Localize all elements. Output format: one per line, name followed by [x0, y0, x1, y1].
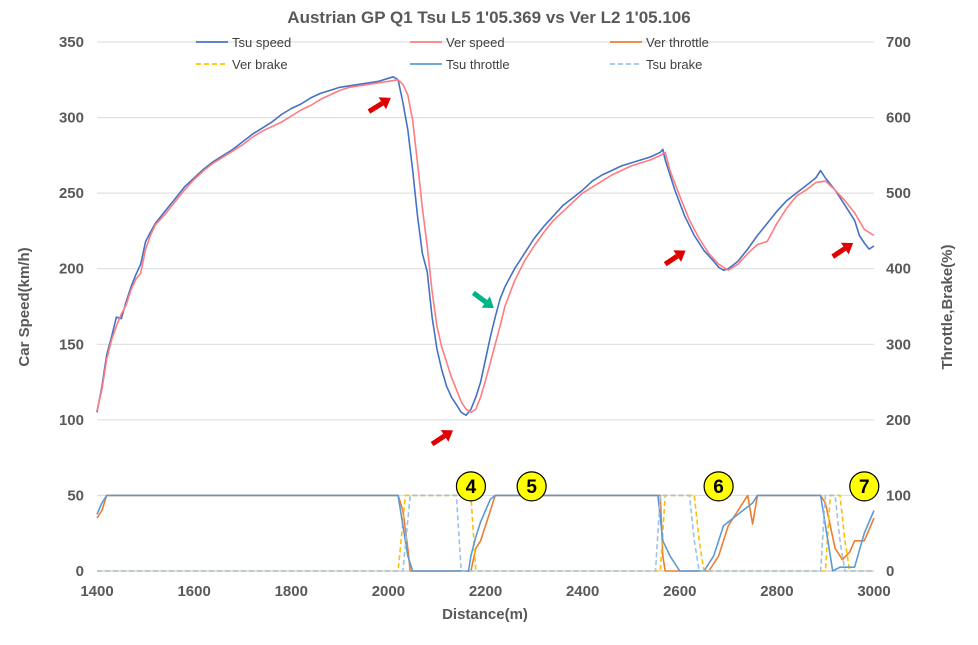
y-tick-label-right: 200: [886, 412, 911, 429]
annotation-arrow-head: [840, 242, 854, 255]
x-tick-label: 2800: [760, 583, 793, 600]
x-tick-label: 2600: [663, 583, 696, 600]
annotation-arrow-shaft: [831, 246, 847, 259]
annotation-arrow-shaft: [430, 433, 446, 447]
series-line-tsu-speed: [96, 76, 875, 417]
y-tick-label-left: 200: [59, 261, 84, 278]
y-tick-label-right: 700: [886, 34, 911, 51]
series-layer: [96, 76, 875, 572]
legend-label: Ver brake: [232, 57, 288, 72]
x-tick-label: 3000: [857, 583, 890, 600]
y-tick-label-right: 400: [886, 261, 911, 278]
y-tick-label-right: 500: [886, 185, 911, 202]
legend-label: Tsu speed: [232, 35, 291, 50]
x-tick-label: 2400: [566, 583, 599, 600]
chart-title: Austrian GP Q1 Tsu L5 1'05.369 vs Ver L2…: [287, 8, 690, 27]
corner-label: 4: [466, 477, 477, 498]
legend-label: Tsu throttle: [446, 57, 510, 72]
corner-label: 5: [526, 477, 537, 498]
y-tick-label-right: 100: [886, 487, 911, 504]
annotation-arrow-head: [378, 97, 391, 110]
x-tick-label: 1600: [177, 583, 210, 600]
annotation-arrow-shaft: [471, 290, 488, 305]
x-tick-label: 1800: [275, 583, 308, 600]
series-line-tsu-brake: [97, 494, 874, 572]
x-tick-label: 2000: [372, 583, 405, 600]
annotation-arrow-shaft: [367, 101, 384, 114]
corner-marker: [516, 471, 547, 502]
legend-label: Tsu brake: [646, 57, 702, 72]
x-axis-label: Distance(m): [442, 606, 528, 623]
x-tick-label: 2200: [469, 583, 502, 600]
annotation-arrow-head: [673, 250, 686, 262]
axes: 0 50 100 150 200 250 300 350 0 100 200 300 400 500 600…: [59, 34, 911, 600]
corner-marker: [703, 471, 734, 502]
y-tick-label-right: 300: [886, 336, 911, 353]
corner-label: 7: [859, 477, 870, 498]
y-tick-label-left: 150: [59, 336, 84, 353]
y-tick-label-right: 600: [886, 110, 911, 127]
x-tick-label: 1400: [80, 583, 113, 600]
annotation-arrow-head: [440, 430, 453, 442]
legend: Tsu speed Ver speed Ver throttle Ver brake T…: [196, 35, 709, 72]
corner-label: 6: [713, 477, 724, 498]
y-axis-label-right: Throttle,Brake(%): [939, 244, 956, 369]
corner-marker: [849, 471, 880, 502]
y-axis-label-left: Car Speed(km/h): [16, 247, 33, 366]
corner-marker: [455, 471, 487, 502]
series-line-ver-throttle: [96, 494, 875, 572]
y-tick-label-left: 0: [76, 563, 84, 580]
annotation-arrow-head: [481, 296, 494, 308]
y-tick-label-right: 0: [886, 563, 894, 580]
y-tick-label-left: 350: [59, 34, 84, 51]
y-tick-label-left: 300: [59, 110, 84, 127]
series-line-ver-speed: [96, 79, 875, 414]
legend-label: Ver throttle: [646, 35, 709, 50]
annotation-arrow-shaft: [663, 254, 679, 267]
y-tick-label-left: 250: [59, 185, 84, 202]
legend-label: Ver speed: [446, 35, 505, 50]
y-tick-label-left: 100: [59, 412, 84, 429]
series-line-tsu-throttle: [96, 494, 875, 572]
annotations: 4 5 6 7: [367, 97, 880, 502]
y-tick-label-left: 50: [67, 487, 84, 504]
